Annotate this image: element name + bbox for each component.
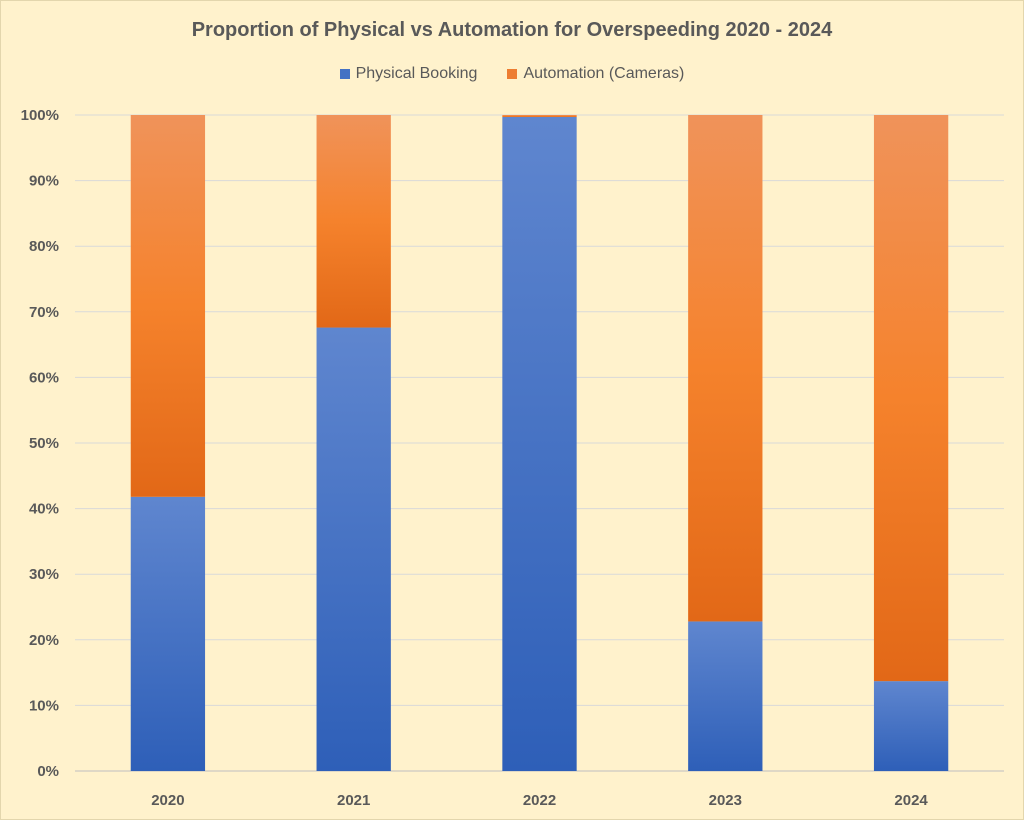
legend-swatch-automation-cameras <box>507 69 518 79</box>
legend-item-physical-booking: Physical Booking <box>339 65 478 83</box>
y-tick-label: 40% <box>29 501 59 518</box>
y-tick-label: 100% <box>21 107 59 124</box>
bar-physical-booking-2021 <box>316 327 391 771</box>
x-tick-label: 2022 <box>523 792 556 809</box>
chart-legend: Physical Booking Automation (Cameras) <box>1 65 1023 83</box>
bar-automation-cameras-2021 <box>316 115 391 328</box>
legend-item-automation-cameras: Automation (Cameras) <box>507 65 684 83</box>
y-tick-label: 30% <box>29 566 59 583</box>
legend-swatch-physical-booking <box>339 69 350 79</box>
legend-label-automation-cameras: Automation (Cameras) <box>523 65 685 82</box>
bar-physical-booking-2023 <box>688 621 763 771</box>
legend-label-physical-booking: Physical Booking <box>355 65 478 82</box>
y-tick-label: 10% <box>29 697 59 714</box>
y-tick-label: 80% <box>29 238 59 255</box>
bar-physical-booking-2020 <box>130 496 206 771</box>
y-tick-label: 20% <box>29 632 59 649</box>
y-tick-label: 90% <box>29 173 59 190</box>
x-tick-label: 2024 <box>894 792 928 809</box>
bar-automation-cameras-2022 <box>502 115 577 117</box>
y-tick-label: 70% <box>29 304 59 321</box>
chart-title: Proportion of Physical vs Automation for… <box>191 19 833 41</box>
y-tick-label: 60% <box>29 369 59 386</box>
y-tick-label: 0% <box>37 763 59 780</box>
x-tick-label: 2020 <box>151 792 184 809</box>
bar-physical-booking-2022 <box>502 116 577 771</box>
bar-physical-booking-2024 <box>873 681 949 771</box>
bar-automation-cameras-2023 <box>688 115 763 622</box>
bar-automation-cameras-2020 <box>130 115 206 497</box>
bar-automation-cameras-2024 <box>873 115 949 682</box>
x-tick-label: 2021 <box>337 792 370 809</box>
x-tick-label: 2023 <box>709 792 742 809</box>
y-tick-label: 50% <box>29 435 59 452</box>
